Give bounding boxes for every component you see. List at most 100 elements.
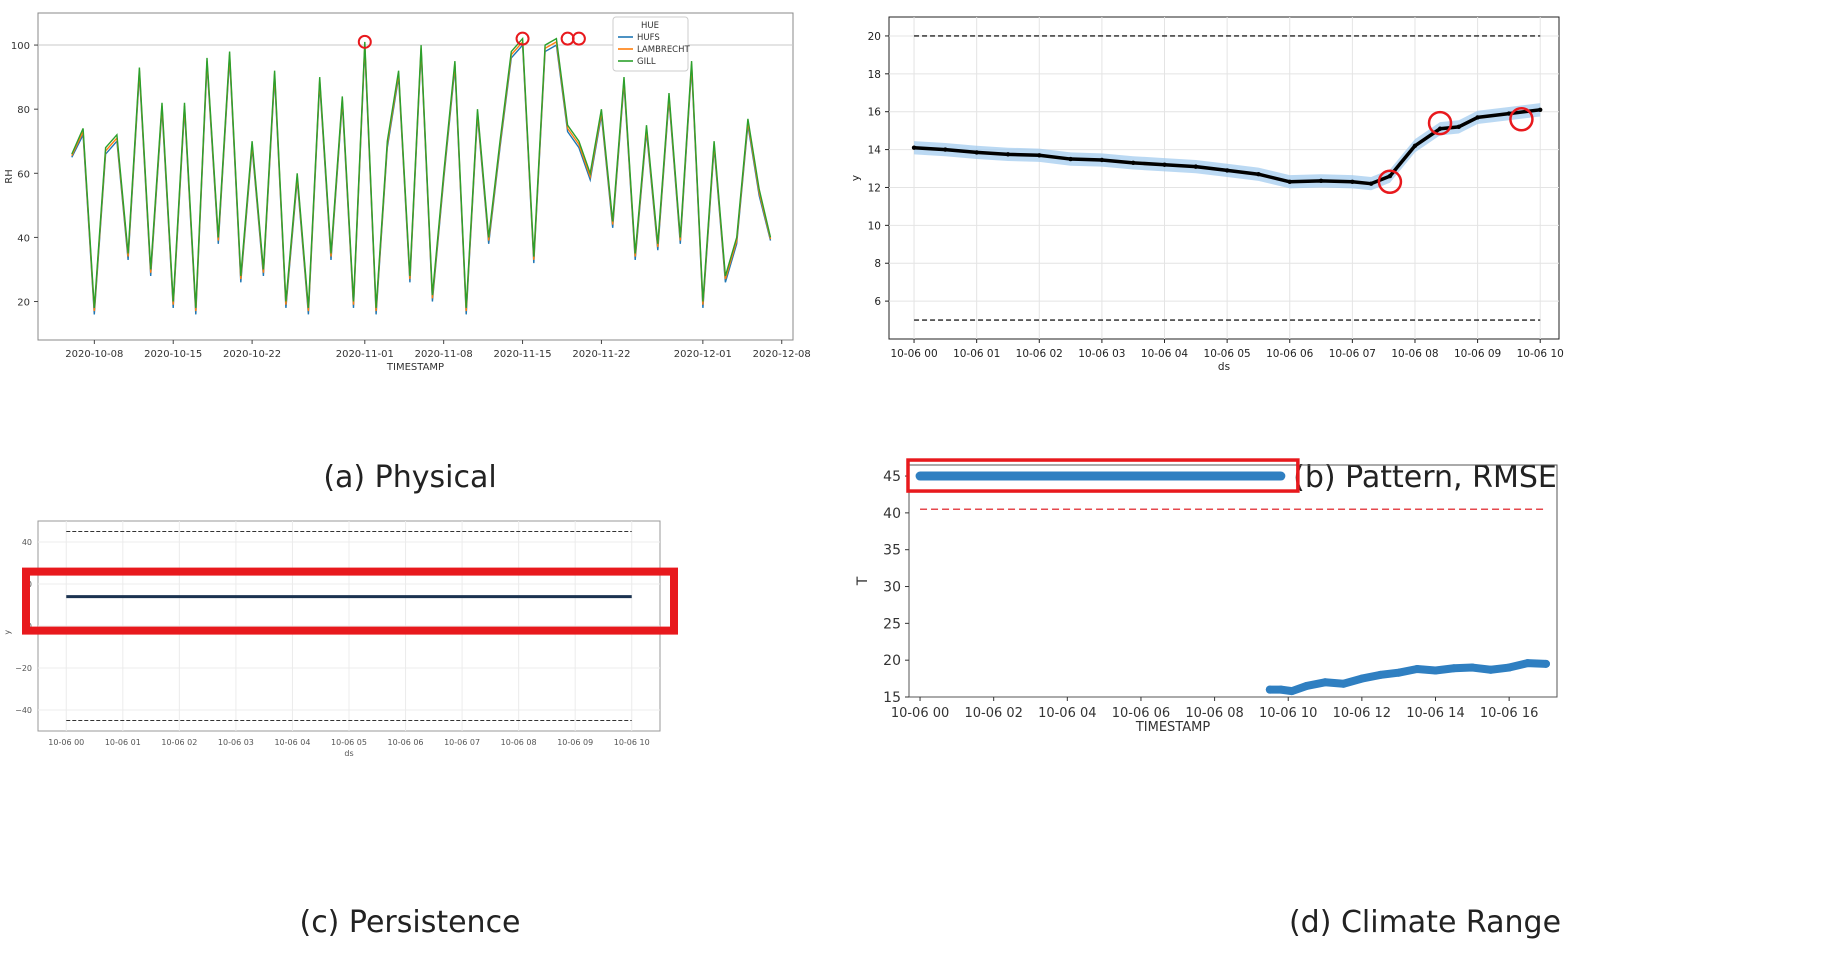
y-tick-label: 12 [868, 182, 881, 194]
chart-b-pattern: 6 8 10 12 14 16 18 20 10-06 00 10-06 01 10-06 02 10… [850, 0, 1847, 440]
caption-b: (b) Pattern, RMSE [1293, 460, 1557, 495]
scatter-point [1394, 668, 1403, 677]
y-axis-label: RH [4, 169, 15, 183]
observed-point [974, 150, 979, 155]
x-tick-label: 2020-11-15 [493, 349, 551, 360]
observed-point [1287, 179, 1292, 184]
x-tick-label: 10-06 06 [1112, 706, 1170, 721]
observed-point [1368, 181, 1374, 186]
anomaly-circle [571, 31, 586, 46]
scatter-point [1505, 663, 1514, 672]
y-tick-label: 25 [883, 616, 901, 632]
anomaly-circle [357, 34, 372, 49]
normal-readings [1265, 659, 1550, 696]
x-axis-label: ds [344, 749, 353, 758]
x-tick-label: 10-06 08 [501, 738, 537, 747]
observed-point [1224, 168, 1230, 173]
observed-point [1068, 156, 1073, 162]
x-axis-label: TIMESTAMP [1135, 720, 1210, 735]
observed-point [943, 147, 948, 152]
x-tick-label: 10-06 02 [161, 738, 197, 747]
x-tick-label: 2020-11-22 [572, 349, 630, 360]
x-tick-label: 10-06 02 [1016, 348, 1063, 360]
x-tick-label: 10-06 00 [890, 348, 937, 360]
y-tick-label: 80 [17, 105, 30, 116]
y-tick-label: 100 [11, 41, 30, 52]
scatter-point [1265, 685, 1274, 694]
observed-point [1387, 173, 1393, 179]
x-tick-label: 10-06 03 [218, 738, 254, 747]
x-tick-label: 10-06 04 [1038, 706, 1096, 721]
highlight-box [22, 567, 678, 635]
y-tick-label: 18 [868, 69, 881, 81]
scatter-point [1541, 659, 1550, 668]
x-tick-label: 2020-12-01 [674, 349, 732, 360]
observed-point [1437, 126, 1443, 131]
y-tick-label: 40 [22, 538, 32, 547]
x-tick-label: 10-06 14 [1406, 706, 1464, 721]
y-tick-label: 16 [868, 107, 882, 119]
anomaly-circle [1427, 110, 1453, 136]
y-axis-label: y [3, 630, 12, 635]
y-tick-label: 14 [868, 145, 882, 157]
x-tick-label: 2020-11-08 [415, 349, 473, 360]
x-tick-label: 10-06 07 [444, 738, 480, 747]
observed-point [1131, 160, 1136, 166]
observed-point [1005, 152, 1011, 157]
chart-d-svg: 15 20 25 30 35 40 45 10-06 00 10-06 02 10-06 04 10… [855, 458, 1558, 735]
x-tick-label: 10-06 08 [1185, 706, 1243, 721]
x-tick-label: 10-06 08 [1391, 348, 1438, 360]
x-tick-label: 10-06 12 [1333, 706, 1391, 721]
series-line-gill [71, 36, 772, 308]
y-tick-label: 10 [868, 220, 881, 232]
anomaly-circle [515, 31, 530, 46]
x-tick-label: 10-06 01 [953, 348, 1000, 360]
x-tick-label: 10-06 10 [1259, 706, 1317, 721]
observed-point [1456, 124, 1462, 130]
scatter-point [1523, 659, 1532, 668]
chart-a-physical: 20 40 60 80 100 2020-10-08 2020-10-15 2020-10-2… [0, 0, 830, 440]
x-tick-label: 2020-12-08 [753, 349, 811, 360]
scatter-point [1321, 678, 1330, 687]
caption-c: (c) Persistence [299, 905, 521, 940]
legend-title: HUE [641, 21, 659, 31]
observed-point [1193, 164, 1199, 169]
scatter-point [1486, 665, 1495, 674]
scatter-point [1357, 674, 1366, 683]
x-axis-label: TIMESTAMP [386, 362, 444, 373]
x-tick-label: 10-06 05 [1204, 348, 1251, 360]
legend-label: GILL [637, 57, 656, 67]
scatter-point [1287, 687, 1296, 696]
scatter-point [1413, 665, 1422, 674]
scatter-point [1468, 663, 1477, 672]
y-axis-label: y [850, 175, 862, 181]
x-tick-label: 10-06 00 [48, 738, 84, 747]
y-tick-label: 20 [868, 31, 881, 43]
series-line-hufs [71, 43, 772, 315]
scatter-point [1302, 681, 1311, 690]
y-tick-label: −40 [15, 706, 32, 715]
y-tick-label: 6 [874, 296, 881, 308]
x-tick-label: 10-06 07 [1329, 348, 1376, 360]
y-tick-label: 20 [17, 298, 30, 309]
x-tick-label: 10-06 06 [1266, 348, 1314, 360]
scatter-point [1276, 685, 1285, 694]
y-tick-label: −20 [15, 664, 32, 673]
observed-point [1475, 115, 1480, 120]
x-tick-label: 2020-10-08 [65, 349, 123, 360]
x-tick-label: 10-06 16 [1480, 706, 1538, 721]
scatter-point [1431, 666, 1440, 675]
chart-c-persistence: −40 −20 0 20 40 10-06 00 10-06 01 10-06 02 10-06… [0, 515, 830, 895]
x-tick-label: 10-06 09 [1454, 348, 1501, 360]
chart-d-climate: 15 20 25 30 35 40 45 10-06 00 10-06 02 10-06 04 10… [855, 458, 1847, 895]
observed-point [1412, 143, 1418, 148]
x-tick-label: 2020-10-22 [223, 349, 281, 360]
y-tick-label: 60 [17, 169, 30, 180]
plot-frame [888, 16, 1560, 340]
anomaly-circle [1377, 169, 1403, 195]
legend-box [612, 16, 689, 72]
x-tick-label: 10-06 10 [614, 738, 650, 747]
scatter-point [1376, 670, 1385, 679]
caption-d: (d) Climate Range [1288, 905, 1562, 940]
